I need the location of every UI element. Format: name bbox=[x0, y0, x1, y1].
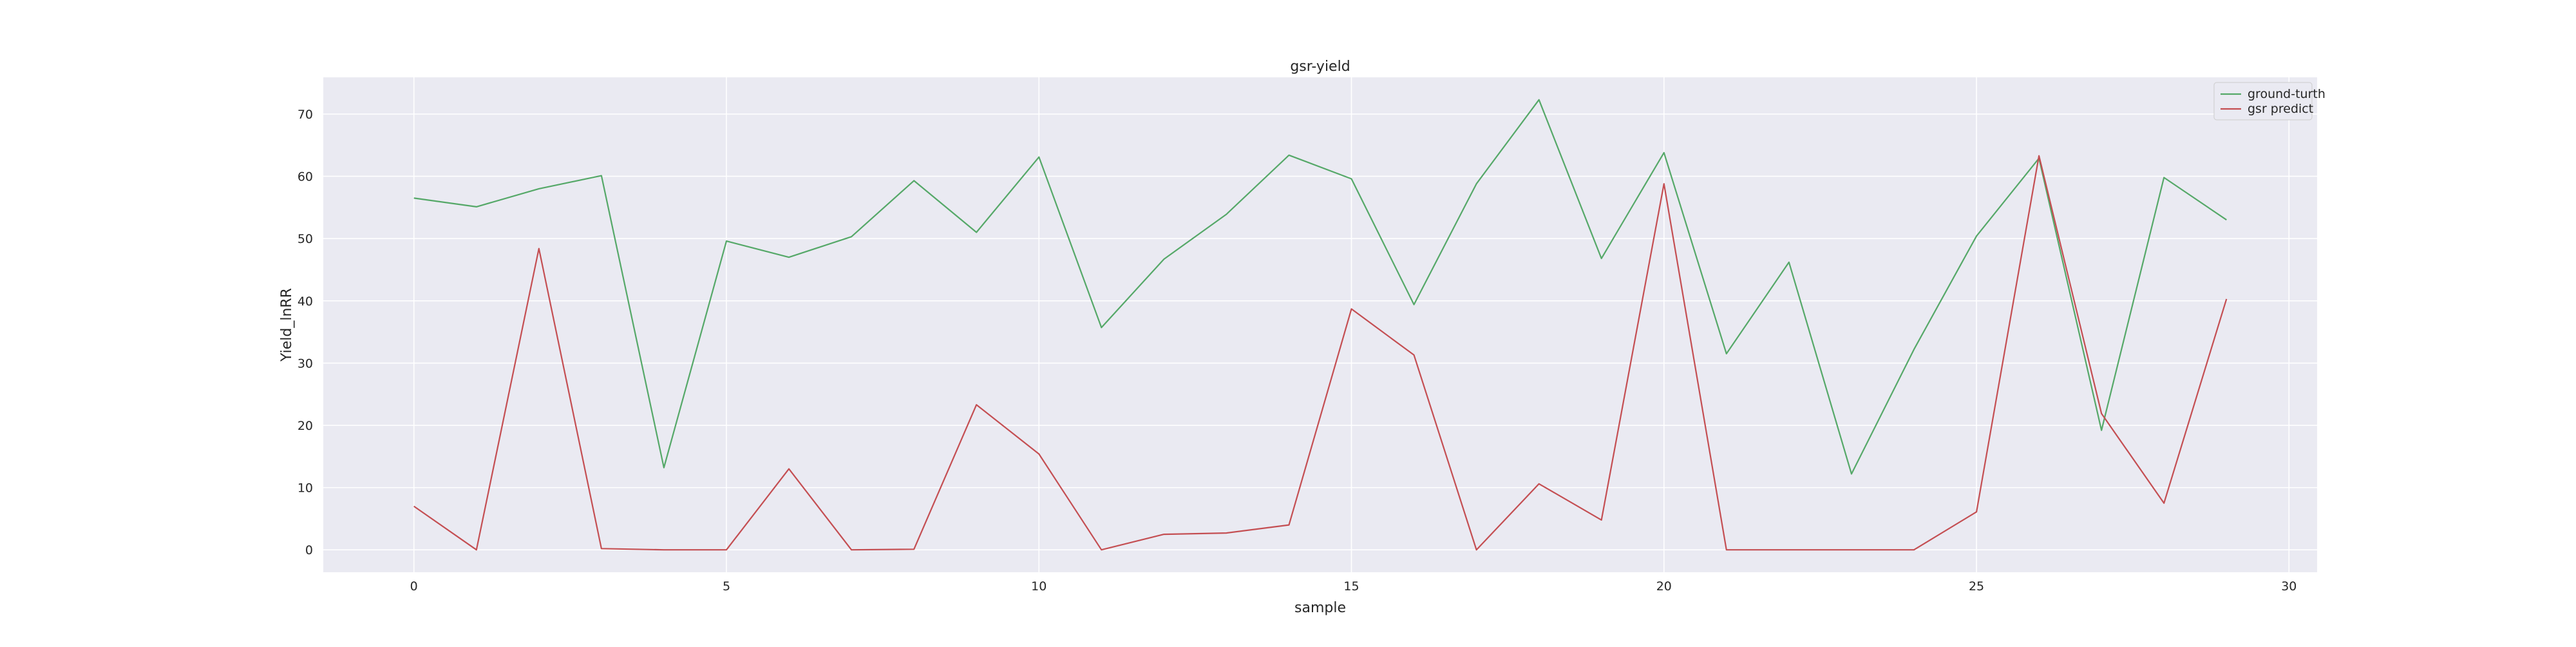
legend-label: ground-turth bbox=[2248, 87, 2325, 101]
x-tick-label: 0 bbox=[410, 579, 418, 594]
x-tick-label: 10 bbox=[1031, 579, 1046, 594]
x-tick-label: 5 bbox=[723, 579, 730, 594]
x-tick-label: 30 bbox=[2281, 579, 2297, 594]
x-tick-label: 15 bbox=[1343, 579, 1359, 594]
chart-title: gsr-yield bbox=[1290, 59, 1350, 75]
x-tick-label: 25 bbox=[1969, 579, 1984, 594]
y-tick-label: 60 bbox=[298, 170, 313, 184]
y-axis-label: Yield_lnRR bbox=[279, 288, 295, 362]
series-lines bbox=[413, 99, 2228, 551]
y-tick-label: 50 bbox=[298, 232, 313, 246]
legend-box bbox=[2213, 82, 2313, 121]
y-tick-label: 20 bbox=[298, 419, 313, 433]
grid-lines bbox=[323, 77, 2317, 572]
y-tick-label: 0 bbox=[305, 543, 313, 557]
plot-background bbox=[323, 77, 2317, 572]
x-tick-label: 20 bbox=[1656, 579, 1672, 594]
y-tick-label: 40 bbox=[298, 295, 313, 309]
series-line-ground-truth bbox=[413, 99, 2227, 475]
y-tick-label: 70 bbox=[298, 108, 313, 122]
y-tick-label: 10 bbox=[298, 481, 313, 496]
legend-label: gsr predict bbox=[2248, 102, 2313, 116]
y-tick-label: 30 bbox=[298, 356, 313, 371]
x-axis-label: sample bbox=[1294, 600, 1346, 616]
tick-labels: 0 5 10 15 20 25 30 0 10 20 30 40 50 60 70 bbox=[298, 108, 2297, 594]
series-line-gsr-predict bbox=[413, 155, 2228, 551]
